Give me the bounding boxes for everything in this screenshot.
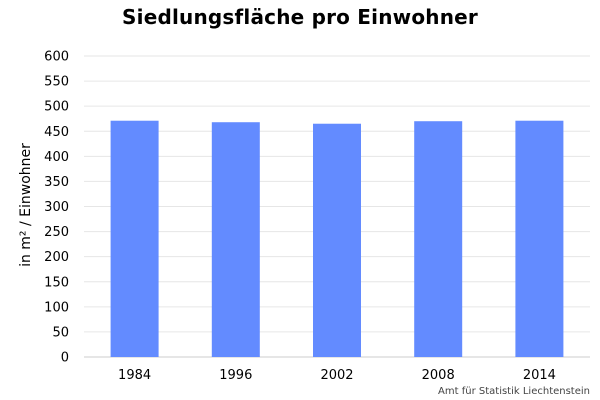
bar-1984 <box>110 120 159 357</box>
bar-2008 <box>414 121 463 357</box>
source-note: Amt für Statistik Liechtenstein <box>438 386 590 397</box>
y-tick-label: 50 <box>52 325 69 340</box>
bar-2002 <box>313 123 361 357</box>
y-tick-label: 300 <box>44 200 69 215</box>
x-tick-label: 1984 <box>118 368 151 383</box>
bar-1996 <box>211 122 260 357</box>
x-tick-label: 2008 <box>422 368 455 383</box>
y-tick-label: 250 <box>44 225 69 240</box>
y-tick-label: 200 <box>44 250 69 265</box>
y-tick-label: 100 <box>44 300 69 315</box>
chart-title: Siedlungsfläche pro Einwohner <box>122 5 478 29</box>
x-tick-label: 1996 <box>219 368 252 383</box>
y-tick-label: 600 <box>44 50 69 65</box>
y-tick-label: 500 <box>44 100 69 115</box>
y-tick-label: 550 <box>44 75 69 90</box>
y-tick-label: 400 <box>44 150 69 165</box>
x-tick-label: 2014 <box>523 368 556 383</box>
y-tick-label: 350 <box>44 175 69 190</box>
y-tick-label: 0 <box>61 351 69 366</box>
x-tick-label: 2002 <box>320 368 353 383</box>
bar-2014 <box>515 120 564 357</box>
y-tick-label: 450 <box>44 125 69 140</box>
y-tick-label: 150 <box>44 275 69 290</box>
